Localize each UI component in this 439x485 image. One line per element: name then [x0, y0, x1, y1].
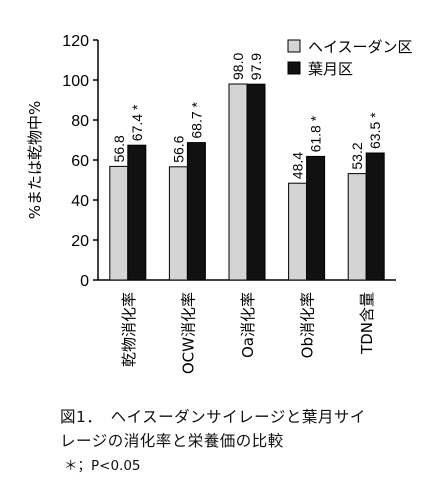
bar-series-2 [127, 144, 147, 281]
chart-canvas: 0 20 40 60 80 100 120 %または乾物中% 56.867.4 * 乾物消化率 56… [26, 33, 413, 374]
data-label: 67.4 * [129, 104, 145, 141]
bar-series-1 [347, 173, 367, 281]
y-tick-label: 120 [62, 33, 89, 50]
y-axis-label: %または乾物中% [26, 101, 44, 220]
bar-series-2 [365, 152, 385, 281]
legend-label: 葉月区 [308, 60, 353, 78]
data-label: 68.7 * [188, 101, 204, 138]
y-tick-label: 60 [71, 153, 89, 170]
data-label: 56.8 [111, 135, 127, 162]
bar-series-1 [228, 83, 248, 281]
bar-series-1 [168, 166, 188, 281]
y-tick-label: 20 [71, 233, 89, 250]
y-tick-label: 0 [80, 273, 89, 290]
y-tick-label: 100 [62, 73, 89, 90]
category-label: Oa消化率 [239, 292, 257, 358]
data-label: 63.5 * [367, 112, 383, 149]
figure-caption-line-1: 図1． ヘイスーダンサイレージと葉月サイ [60, 408, 366, 426]
category-label: TDN含量 [358, 292, 376, 355]
data-label: 98.0 [230, 53, 246, 80]
significance-footnote: ＊；P<0.05 [64, 458, 141, 474]
category-label: Ob消化率 [299, 292, 317, 358]
data-label: 56.6 [170, 135, 186, 162]
bar-series-1 [109, 165, 129, 281]
legend-swatch [287, 61, 301, 75]
bar-series-2 [246, 83, 266, 281]
y-tick-label: 40 [71, 193, 89, 210]
category-label: OCW消化率 [179, 292, 197, 374]
data-label: 53.2 [349, 142, 365, 169]
bar-series-2 [186, 142, 206, 281]
data-label: 97.9 [248, 53, 264, 80]
legend-swatch [287, 39, 301, 53]
bar-series-1 [288, 182, 308, 281]
category-label: 乾物消化率 [120, 292, 138, 367]
data-label: 48.4 [290, 152, 306, 179]
legend-label: ヘイスーダン区 [308, 38, 413, 56]
figure-caption-line-2: レージの消化率と栄養価の比較 [60, 432, 284, 450]
y-tick-label: 80 [71, 113, 89, 130]
bar-series-2 [306, 155, 326, 281]
data-label: 61.8 * [308, 115, 324, 152]
bar-chart: 0 20 40 60 80 100 120 %または乾物中% 56.8 67.4 * 乾物消化率 56… [26, 33, 413, 374]
